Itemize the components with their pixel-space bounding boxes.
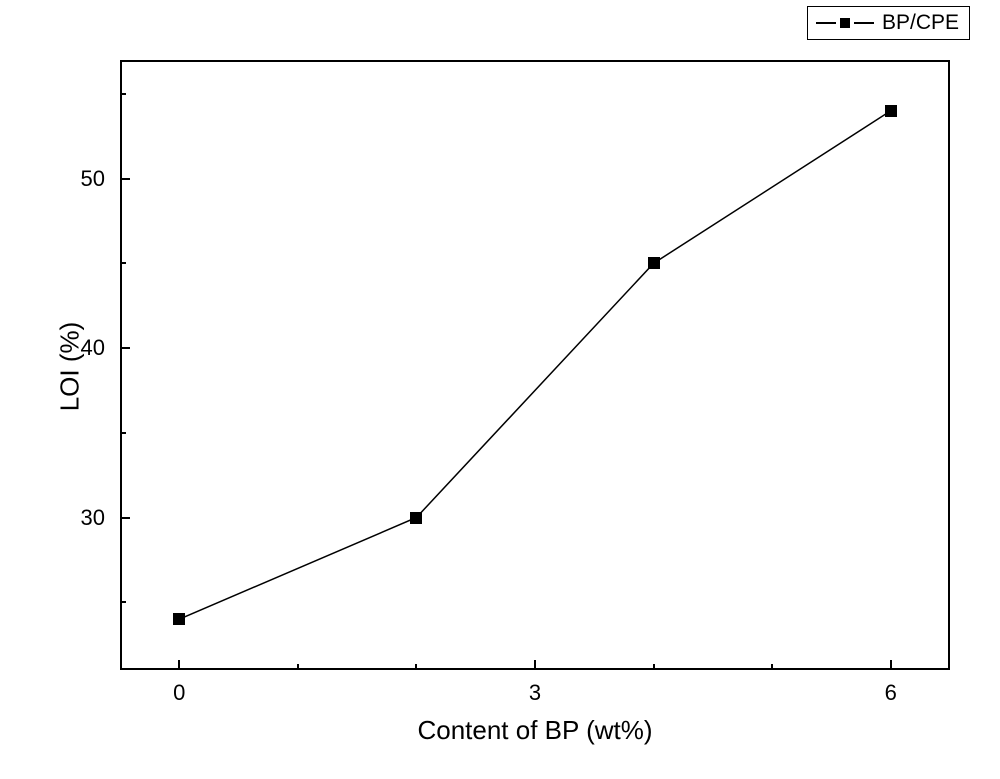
data-marker: [648, 257, 660, 269]
chart-container: BP/CPE 036304050 LOI (%) Content of BP (…: [0, 0, 1000, 779]
y-tick-label: 30: [65, 505, 105, 531]
data-marker: [410, 512, 422, 524]
tick: [415, 664, 417, 670]
tick: [534, 660, 536, 670]
tick: [771, 664, 773, 670]
data-line-svg: [0, 0, 1000, 779]
tick: [890, 660, 892, 670]
data-marker: [173, 613, 185, 625]
data-marker: [885, 105, 897, 117]
x-tick-label: 0: [149, 680, 209, 706]
tick: [120, 178, 130, 180]
tick: [120, 93, 126, 95]
tick: [120, 262, 126, 264]
tick: [120, 517, 130, 519]
y-tick-label: 50: [65, 166, 105, 192]
tick: [297, 664, 299, 670]
y-axis-label: LOI (%): [54, 322, 85, 412]
data-line: [179, 111, 890, 619]
tick: [120, 347, 130, 349]
tick: [178, 660, 180, 670]
tick: [120, 601, 126, 603]
tick: [653, 664, 655, 670]
tick: [120, 432, 126, 434]
x-tick-label: 6: [861, 680, 921, 706]
x-tick-label: 3: [505, 680, 565, 706]
x-axis-label: Content of BP (wt%): [405, 715, 665, 746]
